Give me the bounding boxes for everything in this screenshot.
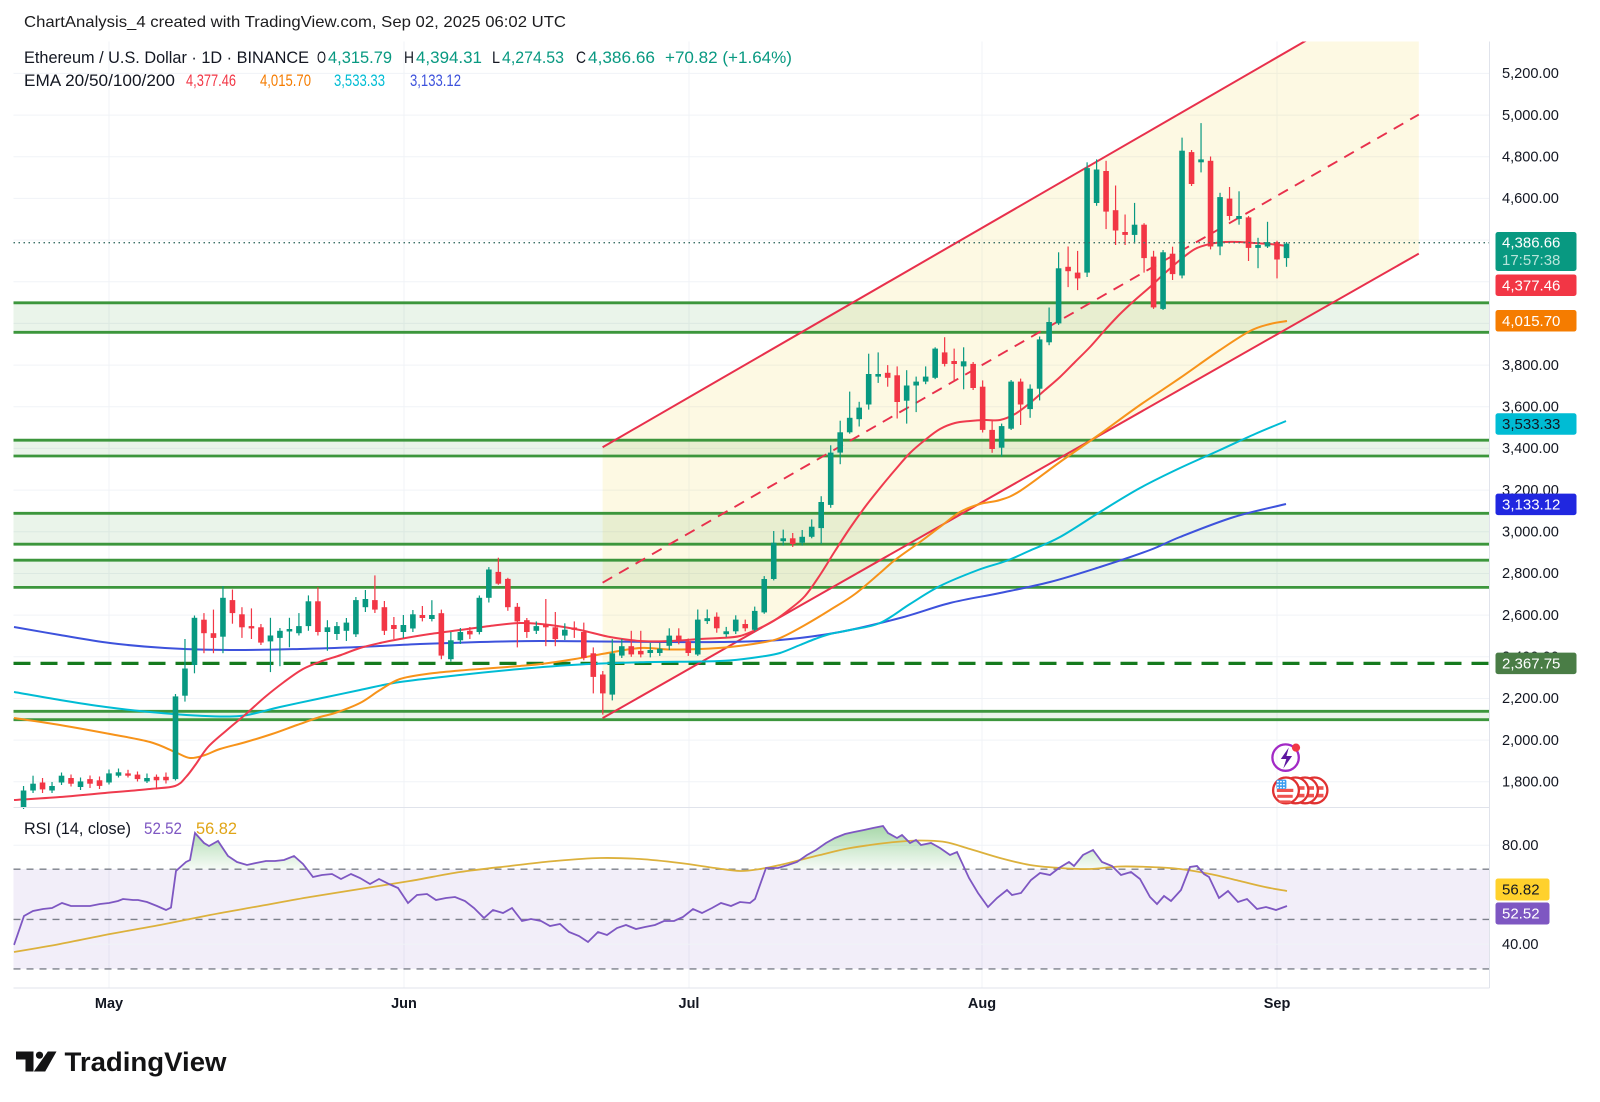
svg-text:+70.82 (+1.64%): +70.82 (+1.64%)	[665, 48, 792, 67]
svg-text:Ethereum / U.S. Dollar · 1D ·: Ethereum / U.S. Dollar · 1D · BINANCE	[24, 48, 309, 67]
svg-text:4,600.00: 4,600.00	[1502, 191, 1559, 207]
svg-text:56.82: 56.82	[1502, 882, 1540, 899]
svg-text:ChartAnalysis_4 created with T: ChartAnalysis_4 created with TradingView…	[24, 14, 566, 31]
svg-text:52.52: 52.52	[144, 819, 182, 838]
svg-text:4,015.70: 4,015.70	[260, 71, 311, 90]
svg-text:L: L	[492, 48, 500, 67]
svg-text:3,133.12: 3,133.12	[410, 71, 461, 90]
svg-text:3,600.00: 3,600.00	[1502, 400, 1559, 416]
svg-text:80.00: 80.00	[1502, 838, 1539, 854]
svg-text:4,386.66: 4,386.66	[588, 48, 655, 67]
svg-text:56.82: 56.82	[196, 819, 237, 838]
svg-text:May: May	[95, 996, 123, 1012]
svg-text:3,133.12: 3,133.12	[1502, 497, 1560, 514]
svg-text:O: O	[317, 48, 326, 67]
svg-text:Jul: Jul	[679, 996, 700, 1012]
svg-text:3,800.00: 3,800.00	[1502, 358, 1559, 374]
svg-text:1,800.00: 1,800.00	[1502, 775, 1559, 791]
svg-text:C: C	[576, 48, 586, 67]
svg-text:H: H	[404, 48, 414, 67]
svg-text:2,600.00: 2,600.00	[1502, 608, 1559, 624]
svg-text:4,377.46: 4,377.46	[1502, 277, 1560, 294]
svg-text:Aug: Aug	[968, 996, 996, 1012]
svg-text:4,386.66: 4,386.66	[1502, 235, 1560, 252]
svg-text:EMA 20/50/100/200: EMA 20/50/100/200	[24, 71, 175, 90]
svg-text:4,274.53: 4,274.53	[502, 48, 564, 67]
svg-text:TradingView: TradingView	[65, 1047, 228, 1077]
svg-text:2,800.00: 2,800.00	[1502, 566, 1559, 582]
svg-text:RSI (14, close): RSI (14, close)	[24, 819, 131, 838]
svg-text:Sep: Sep	[1264, 996, 1291, 1012]
svg-text:5,000.00: 5,000.00	[1502, 108, 1559, 124]
svg-text:3,000.00: 3,000.00	[1502, 525, 1559, 541]
svg-text:17:57:38: 17:57:38	[1502, 252, 1560, 269]
svg-text:3,400.00: 3,400.00	[1502, 441, 1559, 457]
svg-text:2,000.00: 2,000.00	[1502, 733, 1559, 749]
svg-text:Jun: Jun	[391, 996, 417, 1012]
svg-text:4,015.70: 4,015.70	[1502, 313, 1560, 330]
svg-text:4,377.46: 4,377.46	[186, 71, 236, 90]
svg-text:4,394.31: 4,394.31	[416, 48, 482, 67]
svg-text:52.52: 52.52	[1502, 906, 1540, 923]
svg-text:2,200.00: 2,200.00	[1502, 691, 1559, 707]
svg-text:2,367.75: 2,367.75	[1502, 656, 1560, 673]
svg-text:4,800.00: 4,800.00	[1502, 149, 1559, 165]
svg-text:3,533.33: 3,533.33	[1502, 416, 1560, 433]
svg-text:3,533.33: 3,533.33	[334, 71, 385, 90]
svg-text:4,315.79: 4,315.79	[328, 48, 392, 67]
svg-text:40.00: 40.00	[1502, 937, 1539, 953]
svg-text:5,200.00: 5,200.00	[1502, 66, 1559, 82]
